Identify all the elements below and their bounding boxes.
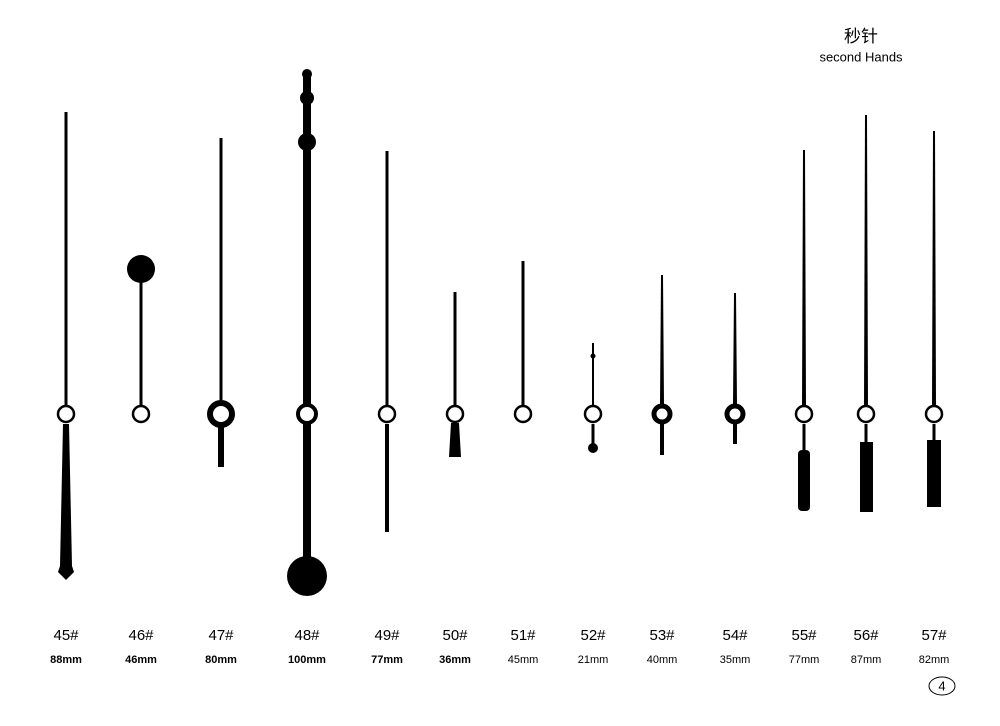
hands <box>56 69 944 596</box>
item-length: 82mm <box>919 654 950 666</box>
item-code: 46# <box>128 627 154 644</box>
page-number: 4 <box>938 678 945 693</box>
item-code: 52# <box>580 627 606 644</box>
item-length: 46mm <box>125 654 157 666</box>
title: 秒针 <box>844 27 878 47</box>
item-length: 77mm <box>789 654 820 666</box>
item-length: 80mm <box>205 654 237 666</box>
item-length: 100mm <box>288 654 326 666</box>
item-code: 51# <box>510 627 536 644</box>
subtitle: second Hands <box>819 49 903 64</box>
item-code: 53# <box>649 627 675 644</box>
item-code: 56# <box>853 627 879 644</box>
item-length: 35mm <box>720 654 751 666</box>
labels: 45# 88mm 46# 46mm 47# 80mm 48# 100mm 49#… <box>50 627 949 666</box>
item-code: 54# <box>722 627 748 644</box>
item-code: 48# <box>294 627 320 644</box>
item-length: 40mm <box>647 654 678 666</box>
item-code: 50# <box>442 627 468 644</box>
item-code: 57# <box>921 627 947 644</box>
page-number-badge <box>928 676 956 696</box>
item-length: 36mm <box>439 654 471 666</box>
item-length: 87mm <box>851 654 882 666</box>
item-code: 55# <box>791 627 817 644</box>
item-code: 47# <box>208 627 234 644</box>
item-length: 88mm <box>50 654 82 666</box>
item-length: 45mm <box>508 654 539 666</box>
item-code: 49# <box>374 627 400 644</box>
item-code: 45# <box>53 627 79 644</box>
item-length: 21mm <box>578 654 609 666</box>
item-length: 77mm <box>371 654 403 666</box>
